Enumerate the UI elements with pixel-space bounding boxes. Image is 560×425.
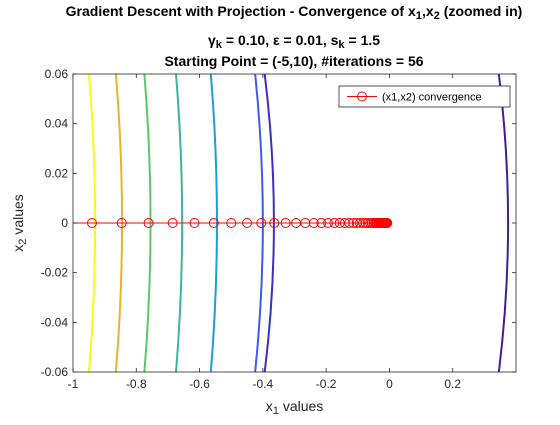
x-tick-label: 0.2 — [444, 377, 461, 391]
y-tick-label: 0.02 — [45, 166, 69, 180]
chart-title-line-part: k — [338, 39, 345, 51]
x-axis-label-text-part: 1 — [273, 405, 279, 417]
y-axis-label-text-part: 2 — [17, 239, 29, 245]
x-axis-label-text: x1 values — [266, 398, 324, 417]
chart-title-line-part: Gradient Descent with Projection - Conve… — [66, 3, 416, 19]
y-tick-label: 0.06 — [45, 67, 69, 81]
x-tick-label: -1 — [68, 377, 79, 391]
y-axis-ticks: -0.06 -0.04 -0.02 0 0.02 0.04 0.06 — [41, 67, 516, 379]
x-axis-label-text-part: x — [266, 398, 273, 414]
data-point — [226, 218, 237, 228]
data-point — [344, 218, 355, 228]
x-axis-label-text-part: values — [279, 398, 323, 414]
x-tick-label: -0.6 — [189, 377, 210, 391]
x-axis-label: x1 values — [266, 398, 324, 417]
data-point — [86, 218, 97, 228]
data-point — [355, 218, 366, 228]
data-point — [116, 218, 127, 228]
data-point — [280, 218, 291, 228]
data-point — [360, 218, 371, 228]
data-point — [308, 218, 319, 228]
data-point — [348, 218, 359, 228]
chart-title-line-part: = 1.5 — [345, 32, 381, 48]
data-point — [269, 218, 280, 228]
x-tick-label: 0 — [386, 377, 393, 391]
data-point — [323, 218, 334, 228]
x-axis-ticks: -1 -0.8 -0.6 -0.4 -0.2 0 0.2 — [68, 74, 461, 391]
y-tick-label: 0 — [61, 216, 68, 230]
y-tick-label: 0.04 — [45, 117, 69, 131]
y-axis-label: x2 values — [10, 194, 29, 252]
chart-title-line: Gradient Descent with Projection - Conve… — [66, 3, 523, 22]
data-point — [242, 218, 253, 228]
legend-entry-label: (x1,x2) convergence — [382, 92, 482, 104]
x-tick-label: -0.4 — [253, 377, 274, 391]
legend: (x1,x2) convergence — [338, 85, 511, 108]
x-tick-label: -0.8 — [126, 377, 147, 391]
data-point — [256, 218, 267, 228]
data-point — [316, 218, 327, 228]
data-point — [143, 218, 154, 228]
chart-title-line: γk = 0.10, ε = 0.01, sk = 1.5 — [208, 32, 380, 51]
chart-title-line-part: 2 — [434, 10, 440, 22]
y-axis-label-text: x2 values — [10, 194, 29, 252]
chart-title-line-part: = 0.10, ε = 0.01, s — [222, 32, 339, 48]
data-point — [189, 218, 200, 228]
legend-marker-swatch — [357, 91, 367, 102]
y-tick-label: -0.06 — [41, 365, 69, 379]
chart-title-line-part: ,x — [422, 3, 434, 19]
legend-box — [338, 85, 511, 108]
chart-title: Gradient Descent with Projection - Conve… — [66, 3, 523, 69]
convergence-series — [73, 218, 393, 228]
data-point — [167, 218, 178, 228]
chart-title-line-part: Starting Point = (-5,10), #iterations = … — [164, 53, 423, 69]
data-point — [382, 218, 393, 228]
data-point — [208, 218, 219, 228]
chart-title-line: Starting Point = (-5,10), #iterations = … — [164, 53, 423, 69]
chart-title-line-part: (zoomed in) — [440, 3, 522, 19]
chart-title-line-part: γ — [208, 32, 216, 48]
x-tick-label: -0.2 — [316, 377, 337, 391]
chart-title-line-part: 1 — [416, 10, 422, 22]
chart-title-line-part: k — [216, 39, 223, 51]
y-axis-label-text-part: x — [10, 245, 26, 252]
y-tick-label: -0.04 — [41, 315, 69, 329]
contour-line — [497, 74, 510, 372]
y-tick-label: -0.02 — [41, 266, 69, 280]
data-point — [329, 218, 340, 228]
y-axis-label-text-part: values — [10, 194, 26, 238]
